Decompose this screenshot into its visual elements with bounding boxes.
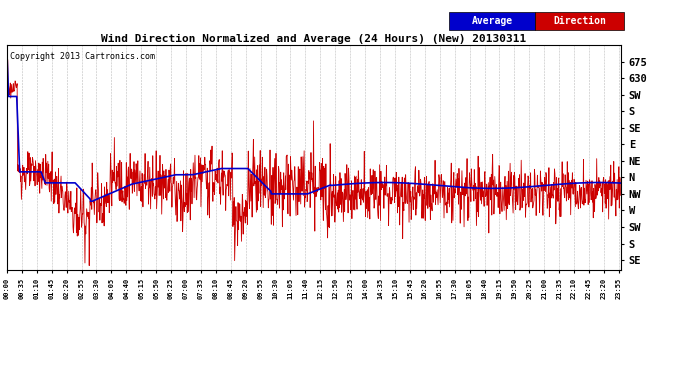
FancyBboxPatch shape [535,12,624,30]
Text: Copyright 2013 Cartronics.com: Copyright 2013 Cartronics.com [10,52,155,61]
Title: Wind Direction Normalized and Average (24 Hours) (New) 20130311: Wind Direction Normalized and Average (2… [101,34,526,44]
Text: Direction: Direction [553,16,606,26]
FancyBboxPatch shape [449,12,535,30]
Text: Average: Average [471,16,513,26]
